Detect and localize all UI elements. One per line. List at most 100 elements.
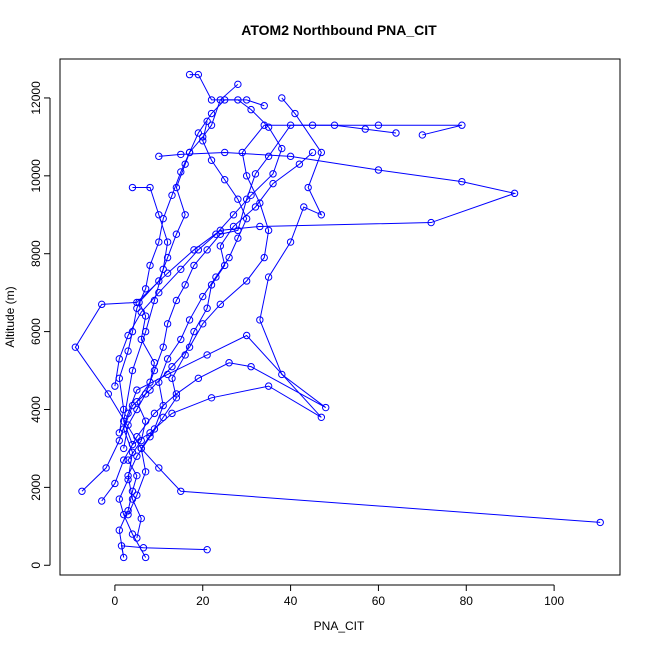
data-point [256,222,264,231]
data-point [133,491,141,499]
data-point [141,553,150,562]
data-point [98,497,106,505]
data-point [278,94,286,102]
data-point [317,211,326,219]
data-point [194,70,203,79]
data-point [242,277,251,285]
data-point [177,168,185,176]
data-point [124,409,132,418]
data-point [330,121,339,129]
x-tick-label: 80 [460,594,474,608]
data-point [137,444,145,453]
data-point [194,374,203,383]
data-point [247,362,255,371]
data-point [133,471,141,480]
data-point [260,121,268,129]
data-point [137,514,145,523]
data-point [115,374,123,383]
data-point [216,242,225,250]
data-point [234,234,242,242]
data-point [427,218,435,227]
data-point [150,366,159,375]
data-point [124,347,132,355]
data-point [119,456,128,464]
data-point [229,211,238,219]
data-point [264,382,273,390]
data-point [207,109,216,118]
data-point [159,214,167,223]
x-axis-ticks: 0 20 40 60 80 100 [112,585,564,608]
series-line [114,74,283,387]
data-point [207,121,216,129]
data-point [199,292,207,301]
data-point [159,413,167,421]
data-point [163,253,172,262]
data-point [111,382,119,390]
data-point [168,362,176,371]
y-axis-ticks: 0 2000 4000 6000 8000 10000 12000 [29,81,50,569]
data-point [133,386,141,394]
data-point [172,230,181,238]
data-point [133,534,141,542]
data-point [163,269,172,277]
data-point [146,261,154,270]
data-point [212,230,220,238]
data-point [115,355,123,363]
data-point [172,394,181,402]
y-tick-label: 4000 [29,396,43,423]
data-point [133,433,141,441]
data-point [458,177,466,186]
data-point [137,308,145,316]
x-tick-label: 60 [372,594,386,608]
data-point [361,125,369,133]
data-point [172,296,181,305]
y-tick-label: 6000 [29,318,43,345]
data-point [137,335,145,344]
data-point [242,214,251,223]
chart-title: ATOM2 Northbound PNA_CIT [241,22,437,38]
data-point [264,226,273,235]
data-point [374,121,383,129]
data-point [168,374,176,383]
data-point [203,117,211,126]
data-point [78,487,86,495]
data-point [221,96,229,104]
data-point [229,222,238,231]
data-point [128,366,137,375]
data-point [300,203,308,211]
data-point [163,238,172,246]
data-point [256,316,264,324]
data-point [247,105,255,114]
data-point [242,96,251,104]
data-point [181,211,189,219]
data-point [203,304,211,312]
data-point [286,121,295,129]
data-point [194,129,203,137]
data-point [71,343,80,351]
data-point [317,148,326,157]
data-point [225,253,233,262]
data-point [251,170,260,178]
data-point [119,417,128,425]
data-point [155,238,163,246]
data-point [141,390,150,398]
data-point [177,150,185,159]
data-point [150,425,159,433]
series-line [118,124,463,558]
data-point [242,331,251,340]
data-point [207,156,216,164]
series-line [118,83,239,558]
data-point [185,316,194,324]
data-point [260,253,268,262]
data-point [181,351,189,359]
data-point [159,265,167,273]
data-point [260,102,268,110]
data-point [133,452,141,460]
data-point [190,261,198,270]
data-point [128,448,137,457]
data-point [190,327,198,336]
data-point [104,390,113,398]
data-point [133,405,141,414]
data-point [177,487,185,495]
